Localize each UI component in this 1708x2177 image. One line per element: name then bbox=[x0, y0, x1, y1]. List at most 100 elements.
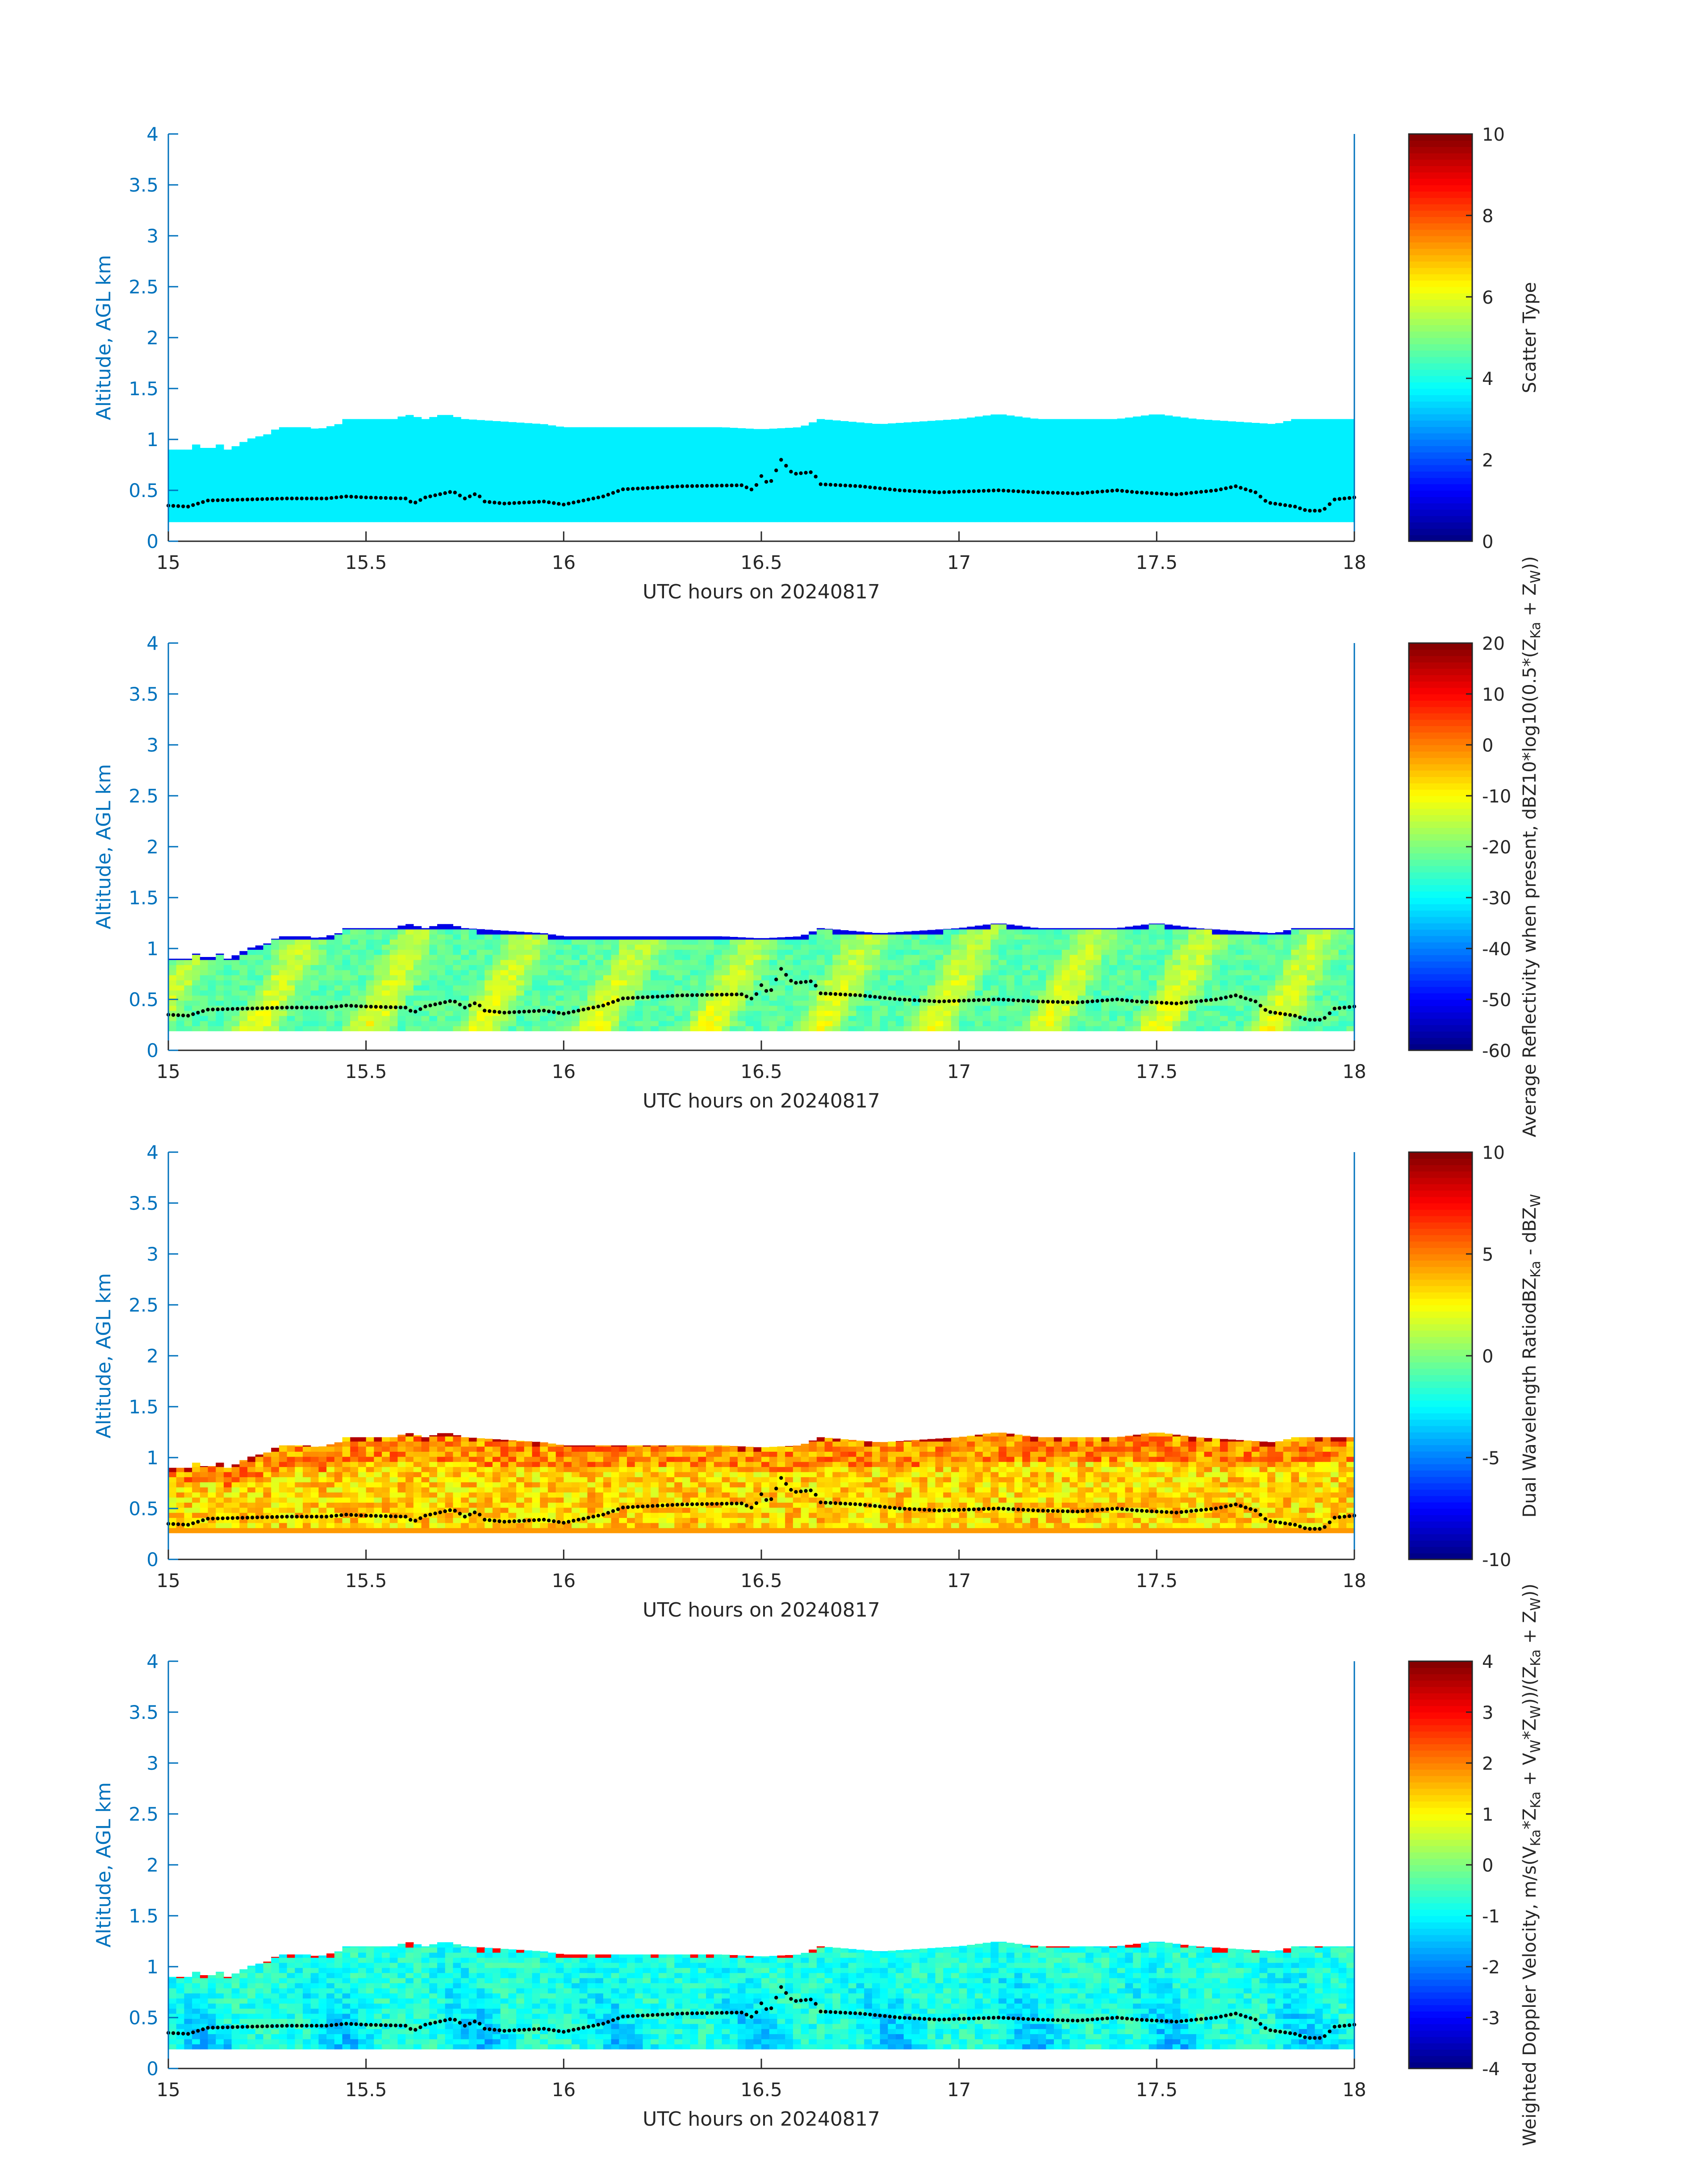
heatmap-cell bbox=[674, 440, 682, 446]
heatmap-cell bbox=[1331, 517, 1339, 522]
heatmap-cell bbox=[1077, 446, 1086, 451]
heatmap-cell bbox=[643, 980, 651, 986]
heatmap-cell bbox=[651, 1000, 659, 1006]
heatmap-cell bbox=[540, 471, 548, 476]
heatmap-cell bbox=[572, 440, 580, 446]
heatmap-cell bbox=[659, 1006, 667, 1011]
heatmap-cell bbox=[817, 435, 825, 441]
heatmap-cell bbox=[1212, 497, 1220, 502]
cloud-base-point bbox=[1016, 489, 1020, 493]
heatmap-cell bbox=[848, 422, 856, 425]
cloud-base-point bbox=[1274, 502, 1277, 506]
heatmap-cell bbox=[738, 501, 746, 507]
cloud-base-point bbox=[1150, 491, 1153, 495]
heatmap-cell bbox=[303, 944, 311, 950]
heatmap-cell bbox=[548, 960, 556, 965]
heatmap-cell bbox=[1291, 491, 1299, 497]
heatmap-cell bbox=[247, 506, 255, 512]
heatmap-cell bbox=[769, 965, 777, 970]
heatmap-cell bbox=[1228, 435, 1236, 441]
heatmap-cell bbox=[493, 1000, 501, 1006]
heatmap-cell bbox=[1117, 418, 1125, 420]
heatmap-cell bbox=[239, 446, 247, 451]
heatmap-cell bbox=[983, 420, 991, 426]
heatmap-cell bbox=[461, 461, 469, 466]
heatmap-cell bbox=[477, 466, 485, 471]
heatmap-cell bbox=[730, 430, 738, 435]
colorbar-step bbox=[1409, 306, 1472, 313]
heatmap-cell bbox=[643, 512, 651, 517]
heatmap-cell bbox=[540, 995, 548, 1001]
heatmap-cell bbox=[1291, 461, 1299, 466]
heatmap-cell bbox=[1157, 430, 1165, 435]
heatmap-cell bbox=[334, 506, 342, 512]
heatmap-cell bbox=[1323, 451, 1331, 456]
heatmap-cell bbox=[651, 965, 659, 970]
heatmap-cell bbox=[1212, 435, 1220, 441]
heatmap-cell bbox=[983, 415, 991, 420]
heatmap-cell bbox=[461, 980, 469, 986]
heatmap-cell bbox=[532, 990, 540, 995]
heatmap-cell bbox=[1173, 461, 1181, 466]
heatmap-cell bbox=[801, 1011, 809, 1016]
heatmap-cell bbox=[635, 512, 643, 517]
heatmap-cell bbox=[651, 960, 659, 965]
heatmap-cell bbox=[493, 990, 501, 995]
heatmap-cell bbox=[738, 428, 746, 430]
heatmap-cell bbox=[540, 481, 548, 486]
heatmap-cell bbox=[516, 512, 524, 517]
heatmap-cell bbox=[1062, 419, 1070, 420]
heatmap-cell bbox=[1149, 430, 1157, 435]
heatmap-cell bbox=[1157, 476, 1165, 481]
heatmap-cell bbox=[208, 466, 216, 471]
heatmap-cell bbox=[445, 476, 453, 481]
heatmap-cell bbox=[1323, 497, 1331, 502]
heatmap-cell bbox=[224, 476, 232, 481]
heatmap-cell bbox=[651, 435, 659, 441]
heatmap-cell bbox=[239, 1021, 247, 1026]
heatmap-cell bbox=[461, 939, 469, 944]
heatmap-cell bbox=[643, 1011, 651, 1016]
heatmap-cell bbox=[690, 939, 698, 944]
heatmap-cell bbox=[263, 506, 271, 512]
heatmap-cell bbox=[303, 1011, 311, 1016]
heatmap-cell bbox=[168, 450, 176, 451]
heatmap-cell bbox=[311, 430, 319, 435]
heatmap-cell bbox=[311, 435, 319, 441]
heatmap-cell bbox=[848, 461, 856, 466]
heatmap-cell bbox=[508, 931, 516, 934]
heatmap-cell bbox=[508, 970, 516, 975]
heatmap-cell bbox=[975, 430, 983, 435]
cloud-base-point bbox=[844, 484, 847, 487]
heatmap-cell bbox=[1077, 430, 1086, 435]
heatmap-cell bbox=[1094, 451, 1102, 456]
heatmap-cell bbox=[168, 975, 176, 980]
heatmap-cell bbox=[580, 471, 588, 476]
heatmap-cell bbox=[287, 949, 295, 955]
heatmap-cell bbox=[358, 980, 366, 986]
heatmap-cell bbox=[524, 430, 532, 435]
heatmap-cell bbox=[572, 980, 580, 986]
heatmap-cell bbox=[1315, 430, 1323, 435]
cloud-base-point bbox=[428, 494, 432, 498]
heatmap-cell bbox=[1077, 420, 1086, 426]
heatmap-cell bbox=[1077, 476, 1086, 481]
heatmap-cell bbox=[1141, 471, 1149, 476]
heatmap-cell bbox=[311, 491, 319, 497]
heatmap-cell bbox=[358, 955, 366, 960]
heatmap-cell bbox=[998, 430, 1006, 435]
cloud-base-point bbox=[246, 497, 249, 501]
heatmap-cell bbox=[1180, 471, 1188, 476]
heatmap-cell bbox=[1244, 517, 1252, 522]
heatmap-cell bbox=[445, 435, 453, 441]
heatmap-cell bbox=[508, 995, 516, 1001]
heatmap-cell bbox=[627, 1006, 635, 1011]
heatmap-cell bbox=[192, 444, 200, 446]
heatmap-cell bbox=[216, 970, 224, 975]
heatmap-cell bbox=[1267, 506, 1275, 512]
heatmap-cell bbox=[548, 944, 556, 950]
heatmap-cell bbox=[176, 970, 184, 975]
heatmap-cell bbox=[919, 425, 927, 430]
heatmap-cell bbox=[825, 512, 833, 517]
heatmap-cell bbox=[722, 1006, 730, 1011]
